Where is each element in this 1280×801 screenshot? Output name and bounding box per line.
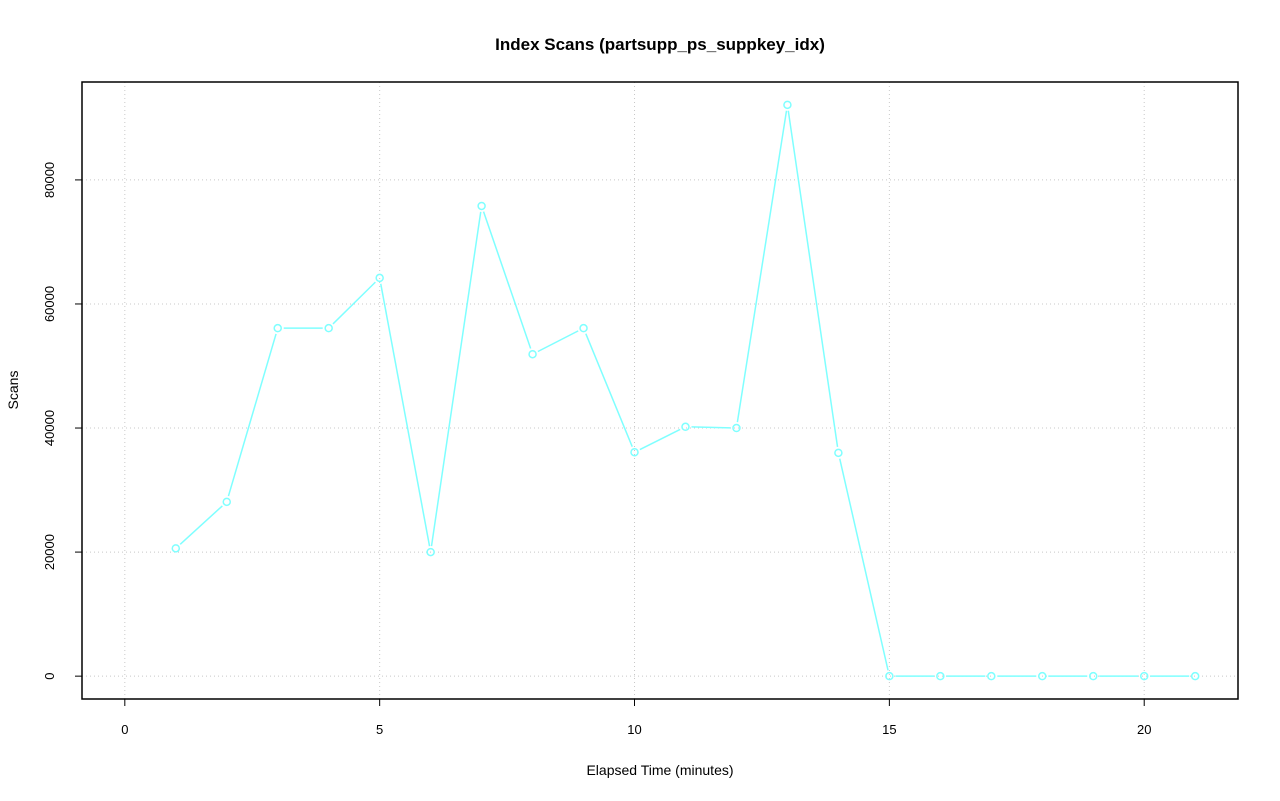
data-point <box>579 323 588 333</box>
data-point <box>783 100 792 110</box>
x-tick-label: 0 <box>121 722 128 737</box>
data-point <box>324 323 333 333</box>
y-tick-label: 80000 <box>42 162 57 198</box>
series-line-segment <box>838 458 889 671</box>
series <box>171 100 1200 681</box>
series-line-segment <box>430 211 482 547</box>
data-point <box>732 423 741 433</box>
x-axis-label: Elapsed Time (minutes) <box>586 762 733 778</box>
y-axis-label: Scans <box>5 371 21 410</box>
data-point <box>528 349 537 359</box>
data-point <box>375 273 384 283</box>
series-line-segment <box>179 505 223 545</box>
plot-frame <box>81 81 1239 700</box>
series-line-segment <box>787 110 839 448</box>
data-point <box>1038 671 1047 681</box>
series-line-segment <box>585 333 633 447</box>
data-point <box>273 323 282 333</box>
data-point <box>885 671 894 681</box>
y-tick-label: 20000 <box>42 534 57 570</box>
x-tick-label: 20 <box>1137 722 1151 737</box>
data-point <box>477 201 486 211</box>
x-tick-label: 5 <box>376 722 383 737</box>
series-line-segment <box>482 211 532 349</box>
series-line-segment <box>537 330 579 353</box>
series-line-segment <box>332 281 376 325</box>
y-tick-label: 40000 <box>42 410 57 446</box>
data-point <box>171 544 181 553</box>
y-tick-label: 0 <box>42 673 57 680</box>
y-tick-label: 60000 <box>42 286 57 322</box>
data-point <box>630 447 639 457</box>
x-axis: 0 5 10 15 20 <box>121 698 1151 737</box>
data-point <box>1139 671 1149 681</box>
series-line-segment <box>380 283 431 547</box>
data-point <box>222 497 232 507</box>
data-point <box>681 422 690 432</box>
data-point <box>936 671 945 681</box>
series-line-segment <box>227 333 277 497</box>
x-tick-label: 10 <box>627 722 641 737</box>
data-point <box>1190 671 1200 681</box>
y-axis: 0 20000 40000 60000 80000 <box>42 162 82 680</box>
x-tick-label: 15 <box>882 722 896 737</box>
series-line-segment <box>639 428 681 451</box>
grid <box>82 82 1238 699</box>
chart-title: Index Scans (partsupp_ps_suppkey_idx) <box>495 35 825 54</box>
series-line-segment <box>736 110 788 423</box>
data-point <box>426 547 435 557</box>
data-point <box>987 671 996 681</box>
data-point <box>834 448 843 458</box>
series-line-segment <box>691 426 731 429</box>
data-point <box>1088 671 1098 681</box>
